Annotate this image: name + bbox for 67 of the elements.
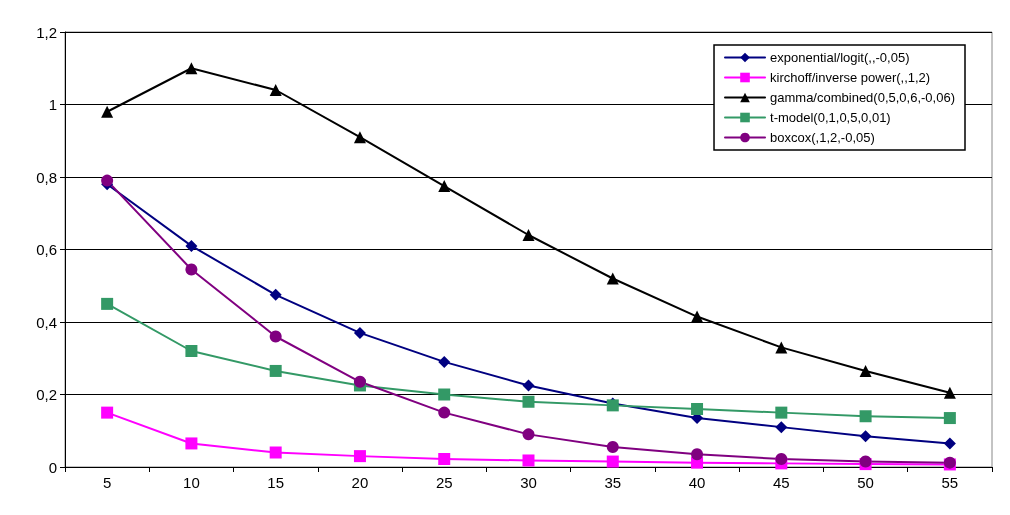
x-tick-label: 55	[941, 474, 959, 491]
legend-label: exponential/logit(,,-0,05)	[770, 50, 910, 65]
point	[101, 174, 114, 187]
point	[522, 428, 535, 441]
y-tick-label: 0,4	[36, 313, 57, 331]
x-tick-label: 15	[267, 474, 285, 491]
point	[185, 437, 198, 450]
point	[185, 239, 198, 252]
x-tick-label: 45	[772, 474, 790, 491]
x-tick-label: 50	[857, 474, 874, 491]
x-tick-label: 5	[102, 474, 112, 491]
point	[101, 406, 114, 419]
point	[269, 364, 282, 377]
point	[691, 448, 704, 461]
x-tick-label: 40	[688, 474, 706, 491]
point	[943, 386, 956, 399]
point	[353, 450, 366, 463]
point	[185, 345, 198, 357]
point	[522, 454, 535, 467]
x-tick-label: 10	[183, 474, 200, 491]
point	[943, 412, 956, 425]
point	[775, 453, 788, 466]
legend-label: t-model(0,1,0,5,0,01)	[770, 110, 891, 125]
point	[606, 455, 619, 468]
point	[775, 341, 788, 354]
y-tick-label: 0,8	[36, 168, 57, 186]
point	[438, 406, 451, 419]
y-tick-label: 0,6	[36, 241, 57, 258]
point	[859, 430, 872, 443]
x-tick-label: 30	[520, 474, 537, 491]
legend-label: boxcox(,1,2,-0,05)	[770, 130, 875, 145]
point	[775, 406, 788, 419]
point	[606, 272, 619, 285]
point	[101, 297, 114, 310]
point	[438, 388, 451, 401]
point	[606, 441, 619, 454]
y-tick-label: 0	[48, 458, 57, 476]
point	[269, 330, 282, 343]
point	[859, 364, 872, 377]
point	[353, 375, 366, 388]
x-tick-label: 20	[351, 474, 369, 491]
x-tick-label: 35	[604, 474, 622, 491]
point	[691, 310, 704, 323]
point	[943, 437, 956, 450]
point	[269, 84, 282, 96]
point	[522, 229, 535, 241]
legend-label: kirchoff/inverse power(,,1,2)	[770, 70, 931, 85]
point	[101, 105, 114, 118]
point	[438, 453, 451, 466]
point	[353, 326, 366, 339]
point	[353, 131, 366, 144]
y-tick-label: 1	[48, 96, 57, 113]
x-tick-label: 25	[435, 474, 453, 491]
legend-label: gamma/combined(0,5,0,6,-0,06)	[770, 90, 955, 105]
point	[185, 263, 198, 276]
point	[522, 395, 535, 408]
point	[691, 403, 704, 415]
point	[269, 288, 282, 301]
point	[438, 355, 451, 368]
point	[185, 62, 198, 75]
y-tick-label: 0,2	[36, 386, 57, 403]
point	[859, 410, 872, 423]
point	[522, 379, 535, 392]
y-tick-label: 1,2	[36, 23, 57, 41]
point	[269, 446, 282, 459]
point	[775, 421, 788, 434]
point	[438, 180, 451, 193]
